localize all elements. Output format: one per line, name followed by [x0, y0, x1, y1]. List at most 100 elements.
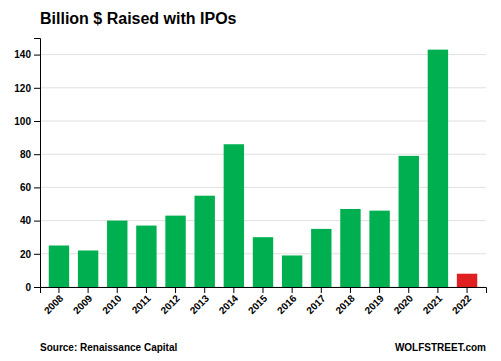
tick-label: 2014 — [217, 292, 241, 316]
tick-label: 2018 — [333, 292, 357, 316]
bar — [340, 209, 360, 287]
tick: 80 — [20, 149, 40, 160]
tick-label: 2019 — [362, 292, 386, 316]
grid-line — [40, 187, 486, 188]
bar — [49, 246, 69, 288]
tick-label: 0 — [25, 282, 31, 293]
bars — [49, 50, 478, 287]
grid-line — [40, 87, 486, 88]
bar — [282, 255, 302, 287]
tick: 2020 — [392, 287, 416, 316]
axis-line — [41, 288, 487, 294]
bar — [194, 196, 214, 287]
tick-label: 2009 — [71, 292, 95, 316]
tick-label: 40 — [20, 215, 32, 226]
tick-label: 2011 — [130, 292, 153, 315]
tick-label: 2017 — [304, 292, 328, 316]
bar — [311, 229, 331, 287]
tick-mark — [175, 287, 176, 293]
tick: 2011 — [130, 287, 153, 316]
tick: 2016 — [275, 287, 299, 316]
tick: 20 — [20, 249, 40, 260]
bar — [165, 216, 185, 287]
annotation: WOLFSTREET.com — [395, 342, 486, 353]
chart: 200820092010 2011201220132014201520162017… — [0, 0, 501, 361]
tick-label: 80 — [20, 149, 32, 160]
bar — [224, 144, 244, 287]
tick: 100 — [14, 116, 40, 127]
tick: 2022 — [450, 287, 474, 316]
tick-label: 2012 — [158, 292, 182, 316]
annotation: Source: Renaissance Capital — [40, 342, 177, 353]
x-axis: 200820092010 2011201220132014201520162017… — [41, 287, 487, 316]
tick: 2018 — [333, 287, 357, 316]
tick-label: 60 — [20, 182, 32, 193]
tick-mark — [34, 287, 40, 288]
tick-mark — [34, 254, 40, 255]
tick: 40 — [20, 215, 40, 226]
tick: 2012 — [158, 287, 182, 316]
bar — [136, 226, 156, 287]
tick: 2008 — [42, 287, 66, 316]
tick-mark — [34, 187, 40, 188]
tick-mark — [34, 88, 40, 89]
tick-mark — [233, 287, 234, 293]
grid-line — [40, 121, 486, 122]
bar — [428, 50, 448, 287]
tick-mark — [88, 287, 89, 293]
tick: 140 — [14, 49, 40, 60]
tick: 2010 — [100, 287, 124, 316]
axis-line — [34, 39, 41, 288]
tick-mark — [117, 287, 118, 293]
bar — [78, 250, 98, 287]
tick-label: 2010 — [100, 292, 124, 316]
tick: 2017 — [304, 287, 328, 316]
bar — [457, 274, 477, 287]
tick-label: 2013 — [188, 292, 212, 316]
grid — [40, 55, 486, 287]
tick-mark — [350, 287, 351, 293]
title: Billion $ Raised with IPOs — [40, 10, 237, 27]
tick-mark — [467, 287, 468, 293]
tick: 2009 — [71, 287, 95, 316]
tick-label: 2022 — [450, 292, 474, 316]
tick: 2015 — [246, 287, 270, 316]
tick-mark — [34, 154, 40, 155]
grid-line — [40, 220, 486, 221]
tick-mark — [34, 55, 40, 56]
tick-mark — [292, 287, 293, 293]
tick-mark — [204, 287, 205, 293]
tick-label: 140 — [14, 49, 31, 60]
plot: 200820092010 2011201220132014201520162017… — [14, 39, 486, 317]
tick: 2014 — [217, 287, 241, 316]
grid-line — [40, 54, 486, 55]
tick-mark — [146, 287, 147, 293]
tick-mark — [58, 287, 59, 293]
tick: 2019 — [362, 287, 386, 316]
tick: 120 — [14, 83, 40, 94]
tick-mark — [321, 287, 322, 293]
tick: 60 — [20, 182, 40, 193]
tick-label: 100 — [14, 116, 31, 127]
tick: 0 — [25, 282, 40, 293]
tick-mark — [379, 287, 380, 293]
tick-label: 2016 — [275, 292, 299, 316]
tick-label: 2008 — [42, 292, 66, 316]
grid-line — [40, 154, 486, 155]
tick-mark — [408, 287, 409, 293]
tick: 2013 — [188, 287, 212, 316]
tick: 2021 — [421, 287, 445, 316]
tick-label: 20 — [20, 249, 32, 260]
tick-label: 2015 — [246, 292, 270, 316]
tick-mark — [437, 287, 438, 293]
bar — [369, 211, 389, 287]
y-axis: 0 20 40 60 80 100 120 140 — [14, 39, 40, 293]
bar — [253, 237, 273, 287]
tick-label: 120 — [14, 83, 31, 94]
bar — [107, 221, 127, 287]
tick-label: 2020 — [392, 292, 416, 316]
tick-label: 2021 — [421, 292, 445, 316]
tick-mark — [34, 221, 40, 222]
bar — [399, 156, 419, 287]
tick-mark — [34, 121, 40, 122]
